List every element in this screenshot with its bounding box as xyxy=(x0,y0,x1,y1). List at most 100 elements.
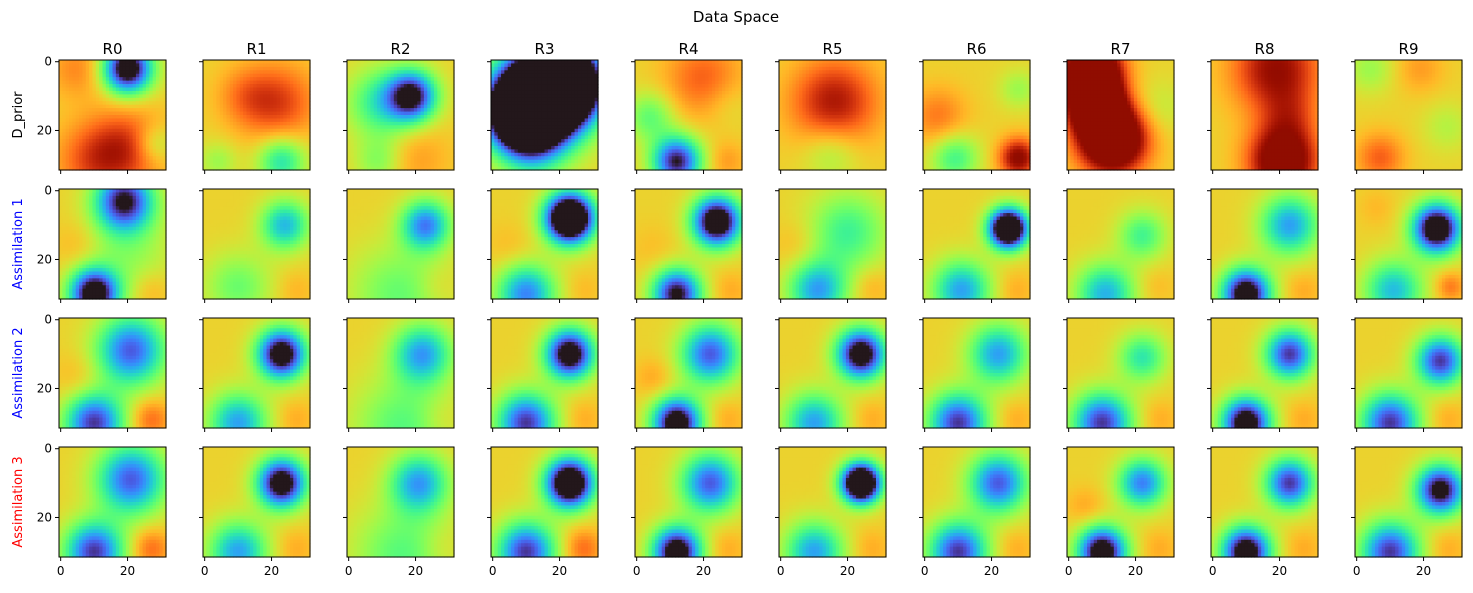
heatmap-cell xyxy=(256,118,261,123)
heatmap-cell xyxy=(380,135,385,140)
heatmap-cell xyxy=(276,66,281,71)
heatmap-cell xyxy=(427,135,432,140)
heatmap-cell xyxy=(229,163,234,168)
heatmap-cell xyxy=(494,139,499,144)
heatmap-cell xyxy=(377,97,382,102)
heatmap-cell xyxy=(377,90,382,95)
heatmap-cell xyxy=(62,84,67,89)
heatmap-cell xyxy=(236,142,241,147)
heatmap-cell xyxy=(289,77,294,82)
heatmap-cell xyxy=(443,80,448,85)
heatmap-cell xyxy=(236,97,241,102)
heatmap-cell xyxy=(370,101,375,106)
heatmap-cell xyxy=(89,125,94,130)
heatmap-cell xyxy=(99,111,104,116)
heatmap-cell xyxy=(511,70,515,75)
heatmap-cell xyxy=(413,97,418,102)
heatmap-cell xyxy=(273,66,278,71)
heatmap-cell xyxy=(213,156,217,161)
heatmap-cell xyxy=(289,70,294,75)
heatmap-cell xyxy=(213,70,217,75)
heatmap-cell xyxy=(708,115,713,120)
heatmap-cell xyxy=(59,87,63,92)
heatmap-cell xyxy=(430,66,435,71)
heatmap-cell xyxy=(501,156,505,161)
heatmap-cell xyxy=(353,121,358,126)
heatmap-cell xyxy=(273,108,278,113)
heatmap-cell xyxy=(135,60,140,65)
heatmap-cell xyxy=(243,80,248,85)
heatmap-cell xyxy=(273,163,278,168)
heatmap-cell xyxy=(527,142,532,147)
heatmap-cell xyxy=(447,87,452,92)
heatmap-cell xyxy=(564,142,569,147)
heatmap-cell xyxy=(380,115,385,120)
heatmap-cell xyxy=(581,101,586,106)
heatmap-cell xyxy=(139,70,144,75)
heatmap-cell xyxy=(99,159,104,164)
heatmap-cell xyxy=(209,87,214,92)
heatmap-cell xyxy=(246,145,251,150)
heatmap-cell xyxy=(289,118,294,123)
heatmap-cell xyxy=(638,104,643,109)
heatmap-cell xyxy=(527,104,532,109)
heatmap-cell xyxy=(681,60,686,65)
heatmap-cell xyxy=(59,121,63,126)
heatmap-cell xyxy=(82,139,87,144)
heatmap-cell xyxy=(591,145,596,150)
heatmap-cell xyxy=(501,60,505,65)
heatmap-cell xyxy=(125,159,130,164)
heatmap-cell xyxy=(397,66,402,71)
heatmap-cell xyxy=(400,84,405,89)
heatmap-cell xyxy=(219,159,224,164)
heatmap-cell xyxy=(296,101,301,106)
heatmap-cell xyxy=(417,115,422,120)
heatmap-cell xyxy=(125,101,130,106)
heatmap-cell xyxy=(574,145,579,150)
heatmap-cell xyxy=(276,115,281,120)
heatmap-cell xyxy=(75,70,80,75)
heatmap-cell xyxy=(447,73,452,78)
heatmap-cell xyxy=(62,128,67,133)
heatmap-cell xyxy=(229,84,234,89)
heatmap-cell xyxy=(75,77,80,82)
heatmap-cell xyxy=(293,97,298,102)
heatmap-cell xyxy=(393,132,398,137)
heatmap-cell xyxy=(62,108,67,113)
heatmap-cell xyxy=(62,111,67,116)
heatmap-cell xyxy=(239,149,244,154)
heatmap-cell xyxy=(511,73,515,78)
heatmap-cell xyxy=(293,149,298,154)
heatmap-cell xyxy=(420,142,425,147)
heatmap-cell xyxy=(417,97,422,102)
heatmap-cell xyxy=(370,125,375,130)
heatmap-cell xyxy=(420,77,425,82)
heatmap-cell xyxy=(266,87,271,92)
heatmap-cell xyxy=(276,104,281,109)
heatmap-cell xyxy=(72,101,77,106)
heatmap-cell xyxy=(266,121,271,126)
heatmap-cell xyxy=(423,94,428,99)
heatmap-cell xyxy=(95,90,100,95)
heatmap-cell xyxy=(135,125,140,130)
heatmap-cell xyxy=(125,166,130,171)
heatmap-cell xyxy=(698,104,703,109)
heatmap-cell xyxy=(691,97,696,102)
heatmap-cell xyxy=(347,94,351,99)
heatmap-cell xyxy=(246,156,251,161)
heatmap-cell xyxy=(112,115,117,120)
heatmap-cell xyxy=(347,111,351,116)
heatmap-cell xyxy=(236,108,241,113)
heatmap-cell xyxy=(387,66,392,71)
heatmap-cell xyxy=(273,73,278,78)
heatmap-cell xyxy=(216,63,221,68)
heatmap-cell xyxy=(564,90,569,95)
heatmap-cell xyxy=(62,94,67,99)
heatmap-cell xyxy=(142,115,147,120)
heatmap-cell xyxy=(665,77,670,82)
heatmap-cell xyxy=(383,128,388,133)
heatmap-cell xyxy=(216,142,221,147)
heatmap-cell xyxy=(62,152,67,157)
heatmap-cell xyxy=(59,101,63,106)
heatmap-cell xyxy=(527,111,532,116)
